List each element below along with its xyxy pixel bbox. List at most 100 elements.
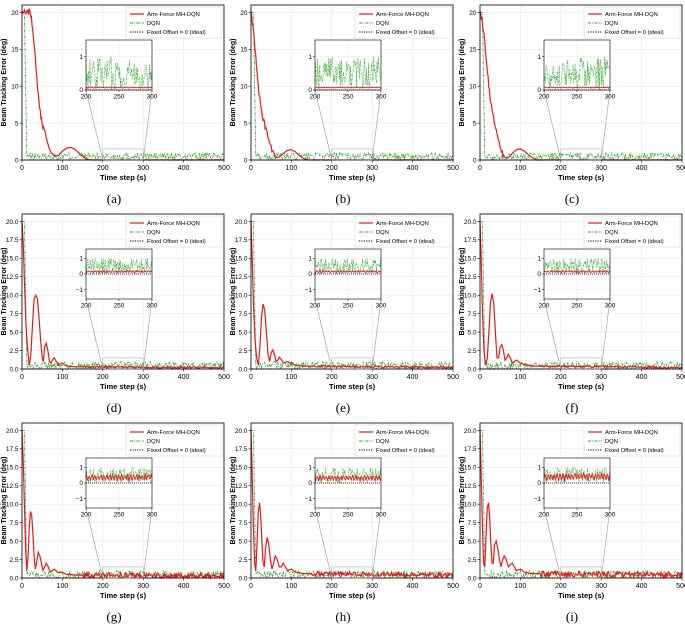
panel-caption: (b) (335, 191, 351, 206)
line-chart: 0 100 200 300 400 500 0.0 2.5 5.0 7.5 10.0 12.5 15.0… (1, 422, 230, 600)
x-axis-label: Time step (s) (100, 382, 147, 391)
inset-y-tick-label: 0 (79, 87, 83, 94)
legend-label: Fixed Offset = 0 (ideal) (147, 30, 206, 36)
y-tick-label: 15 (11, 47, 19, 54)
x-tick-label: 400 (407, 374, 419, 381)
zoom-inset: 200 250 300 0 1 (79, 39, 158, 161)
y-tick-label: 15.0 (235, 465, 248, 472)
inset-x-tick-label: 250 (343, 303, 354, 310)
inset-y-tick-label: 1 (308, 54, 312, 61)
zoom-region-box (331, 357, 373, 370)
x-tick-label: 0 (478, 374, 482, 381)
legend: Arm-Force MH-DQN DQN Fixed Offset = 0 (ide… (583, 6, 681, 39)
x-tick-label: 500 (676, 583, 685, 590)
x-tick-label: 300 (595, 165, 607, 172)
y-tick-label: 20 (469, 10, 477, 17)
x-tick-label: 200 (555, 374, 567, 381)
x-tick-label: 200 (326, 583, 338, 590)
y-axis-label: Beam Tracking Error (deg) (1, 248, 8, 336)
inset-x-tick-label: 200 (81, 303, 92, 310)
y-tick-label: 20 (11, 10, 19, 17)
y-tick-label: 10.0 (235, 502, 248, 509)
inset-x-tick-label: 300 (605, 512, 616, 519)
dqn-series-line (480, 11, 683, 162)
legend-label: DQN (376, 230, 389, 236)
inset-x-tick-label: 300 (376, 94, 387, 101)
legend-box (125, 424, 223, 457)
y-tick-label: 10 (469, 84, 477, 91)
legend-label: Fixed Offset = 0 (ideal) (376, 239, 435, 245)
inset-y-tick-label: −1 (305, 287, 313, 294)
legend-label: Arm-Force MH-DQN (605, 221, 658, 227)
x-tick-label: 0 (20, 165, 24, 172)
legend-box (583, 215, 681, 248)
y-tick-label: 0.0 (238, 575, 247, 582)
inset-x-tick-label: 300 (376, 303, 387, 310)
y-tick-label: 5 (15, 120, 19, 127)
dqn-series-line (480, 220, 683, 371)
dqn-series-line (251, 11, 454, 162)
legend-label: Fixed Offset = 0 (ideal) (147, 448, 206, 454)
inset-y-tick-label: 1 (308, 256, 312, 263)
y-tick-label: 0.0 (9, 575, 18, 582)
x-tick-label: 300 (595, 374, 607, 381)
legend-label: Arm-Force MH-DQN (147, 221, 200, 227)
y-tick-label: 20.0 (6, 428, 19, 435)
y-tick-label: 15.0 (464, 256, 477, 263)
y-tick-label: 10 (240, 84, 248, 91)
x-tick-label: 500 (447, 583, 459, 590)
zoom-region-box (560, 357, 602, 370)
inset-connector (85, 507, 104, 579)
inset-x-tick-label: 250 (114, 94, 125, 101)
y-tick-label: 7.5 (467, 520, 476, 527)
y-tick-label: 2.5 (238, 348, 247, 355)
inset-arm-force-line (543, 86, 611, 90)
legend-label: DQN (147, 21, 160, 27)
inset-connector (600, 298, 611, 370)
y-tick-label: 10.0 (464, 293, 477, 300)
legend-box (354, 215, 452, 248)
x-axis-label: Time step (s) (100, 173, 147, 182)
inset-y-tick-label: 0 (308, 87, 312, 94)
zoom-region-box (102, 566, 144, 579)
inset-arm-force-line (543, 471, 611, 482)
panel-caption: (c) (564, 191, 580, 206)
x-tick-label: 500 (676, 165, 685, 172)
inset-y-tick-label: 1 (537, 465, 541, 472)
y-tick-label: 0 (473, 157, 477, 164)
chart-panel: 0 100 200 300 400 500 0.0 2.5 5.0 7.5 10.0 12.5 15.0… (0, 418, 230, 627)
x-tick-label: 100 (57, 583, 69, 590)
arm-force-series-line (250, 430, 454, 579)
inset-connector (371, 507, 382, 579)
inset-x-tick-label: 200 (539, 94, 550, 101)
y-tick-label: 2.5 (467, 557, 476, 564)
panel-caption: (d) (106, 400, 122, 415)
y-tick-label: 5.0 (238, 329, 247, 336)
inset-x-tick-label: 250 (572, 303, 583, 310)
y-tick-label: 10.0 (235, 293, 248, 300)
inset-arm-force-line (314, 86, 382, 89)
zoom-region-box (560, 148, 602, 161)
x-tick-label: 400 (636, 374, 648, 381)
panel-caption: (i) (565, 609, 579, 624)
y-tick-label: 15.0 (6, 465, 19, 472)
x-tick-label: 200 (326, 374, 338, 381)
arm-force-series-line (479, 221, 683, 370)
x-tick-label: 400 (178, 374, 190, 381)
legend-box (125, 215, 223, 248)
inset-connector (142, 507, 153, 579)
y-tick-label: 7.5 (238, 520, 247, 527)
inset-x-tick-label: 300 (376, 512, 387, 519)
x-tick-label: 400 (407, 165, 419, 172)
y-tick-label: 5.0 (9, 538, 18, 545)
y-tick-label: 20.0 (464, 428, 477, 435)
x-tick-label: 400 (178, 583, 190, 590)
x-tick-label: 500 (218, 374, 230, 381)
inset-dqn-line (85, 258, 153, 274)
x-axis-label: Time step (s) (329, 382, 376, 391)
dqn-series-line (251, 429, 454, 580)
inset-x-tick-label: 200 (539, 303, 550, 310)
y-tick-label: 17.5 (464, 237, 477, 244)
x-tick-label: 200 (97, 583, 109, 590)
